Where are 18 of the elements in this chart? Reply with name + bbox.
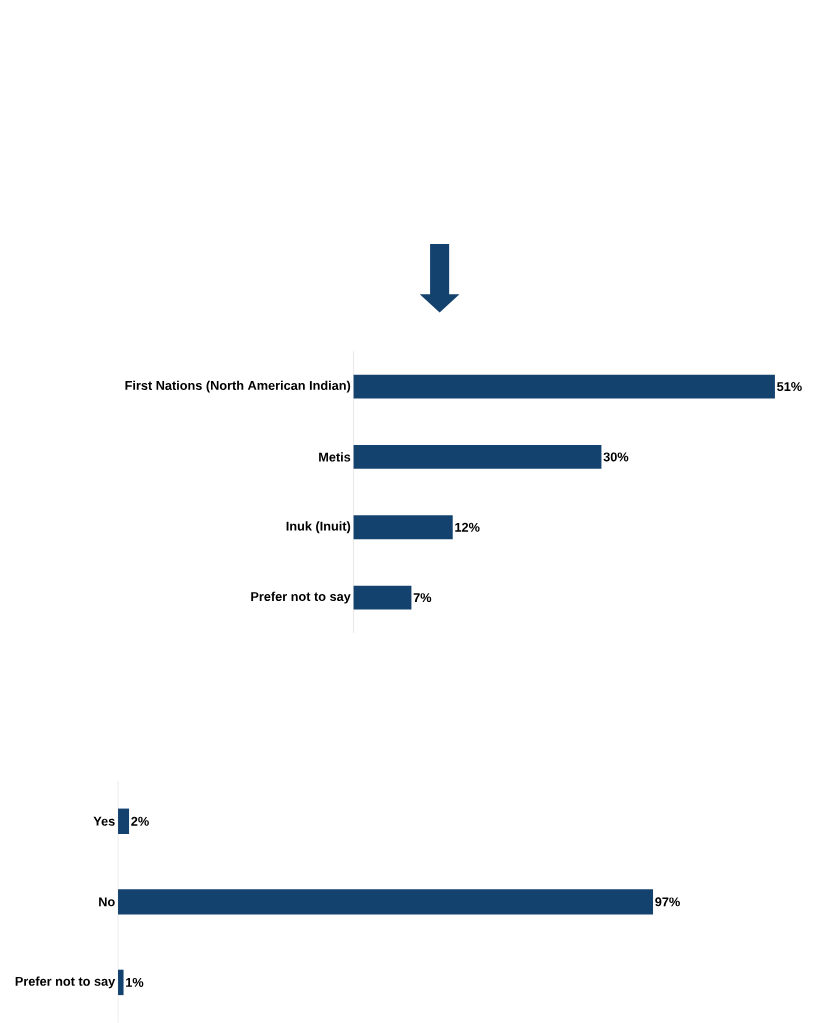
y-tick-label: Metis	[318, 452, 351, 462]
bar	[353, 444, 602, 469]
data-label: 97%	[655, 897, 680, 907]
data-label: 1%	[125, 977, 144, 987]
y-tick-label: Prefer not to say	[15, 976, 116, 989]
data-label: 2%	[131, 816, 149, 826]
data-label: 7%	[413, 593, 432, 603]
bar	[353, 515, 453, 540]
y-tick-label: Inuk (Inuit)	[286, 521, 351, 534]
y-tick-label: First Nations (North American Indian)	[125, 380, 351, 393]
y-tick-label: No	[98, 897, 115, 907]
bar	[353, 374, 775, 399]
bar	[353, 585, 412, 610]
y-tick-label: Yes	[93, 816, 115, 826]
data-label: 12%	[455, 522, 480, 532]
data-label: 30%	[603, 452, 629, 462]
y-tick-label: Prefer not to say	[251, 591, 351, 604]
data-label: 51%	[776, 382, 802, 392]
